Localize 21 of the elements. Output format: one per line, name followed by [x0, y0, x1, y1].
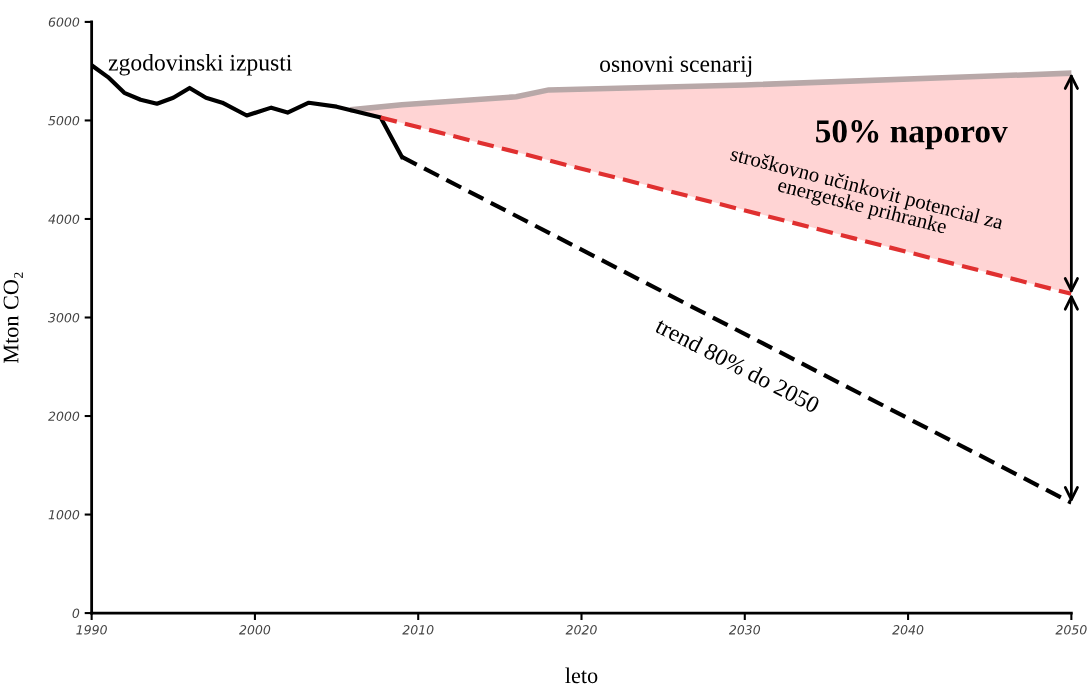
text: trend 80% do 2050	[653, 316, 821, 414]
x-tick-label: 2040	[892, 625, 924, 635]
y-axis-title: Mton CO₂	[3, 272, 23, 364]
y-tick-label: 0	[72, 608, 80, 618]
y-tick-label: 1000	[48, 510, 80, 520]
x-tick-label: 2020	[565, 625, 597, 635]
y-tick-label: 2000	[48, 411, 80, 421]
text: stroškovno učinkovit potencial za energetske prihranke	[730, 150, 1004, 238]
x-tick-label: 2030	[728, 625, 761, 635]
y-tick-label: 3000	[48, 312, 80, 323]
x-tick-label: 1990	[76, 625, 107, 635]
x-tick-label: 2000	[239, 625, 271, 635]
series-label: osnovni scenarij	[600, 56, 752, 77]
x-tick-label: 2050	[1055, 625, 1087, 635]
y-tick-label: 6000	[48, 17, 80, 27]
y-tick-label: 5000	[48, 115, 80, 126]
x-tick-label: 2010	[402, 625, 434, 635]
y-tick-label: 4000	[48, 214, 80, 224]
series-label: zgodovinski izpusti	[108, 54, 292, 76]
annotation: 50% naporov	[816, 120, 1008, 150]
x-axis-title: leto	[565, 667, 598, 684]
